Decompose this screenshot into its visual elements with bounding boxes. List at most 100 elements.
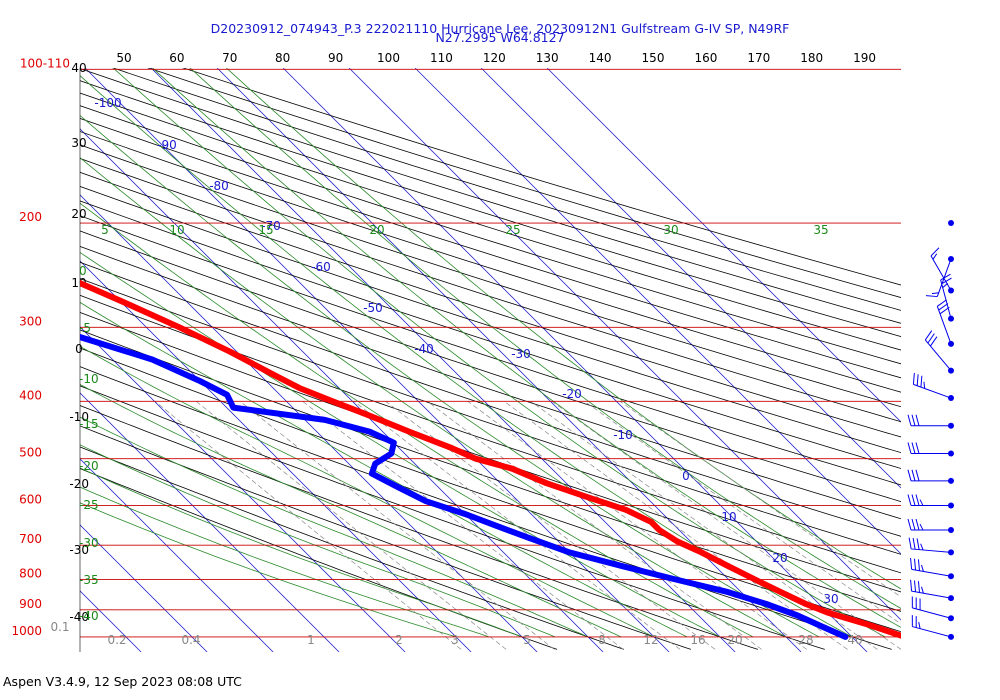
- wind-barb-flag: [916, 374, 919, 386]
- top-temp-tick: 170: [747, 51, 770, 65]
- isotherm-line: [414, 68, 901, 555]
- chart-title: D20230912_074943_P.3 222021110 Hurricane…: [211, 21, 790, 36]
- mixing-ratio-label: 16: [690, 633, 705, 647]
- dry-adiabat-line: [80, 405, 759, 650]
- top-temp-tick: 120: [483, 51, 506, 65]
- moist-adiabat-line: [80, 444, 556, 638]
- moist-adiabat-line: [151, 68, 901, 628]
- mixing-ratio-label: 0.2: [107, 633, 126, 647]
- top-temp-tick: 140: [589, 51, 612, 65]
- isotherm-line: [80, 128, 604, 652]
- wind-barb: [911, 615, 954, 640]
- isotherm-line: [80, 524, 208, 652]
- wind-barb-flag: [911, 414, 916, 426]
- wind-barb-flag: [912, 537, 916, 550]
- wind-barb-flag: [915, 494, 920, 506]
- mixing-ratio-label: 1: [307, 633, 315, 647]
- dry-adiabat-line: [80, 158, 901, 423]
- top-temp-tick: 100: [377, 51, 400, 65]
- dry-adiabat-line: [80, 446, 625, 650]
- isotherm-label: -40: [414, 342, 434, 356]
- wind-barb: [907, 494, 954, 509]
- dry-adiabat-line: [80, 245, 901, 520]
- moist-adiabat-left-label: -5: [79, 321, 91, 335]
- wind-barb-flag: [927, 333, 935, 344]
- moist-adiabat-left-label: -10: [79, 372, 99, 386]
- left-axis-tick: 0: [75, 342, 83, 356]
- mixing-ratio-label: 8: [598, 633, 606, 647]
- left-axis-tick: 30: [71, 136, 86, 150]
- mixing-ratio-label: 2: [395, 633, 403, 647]
- wind-barb-flag: [916, 538, 920, 550]
- moist-adiabat-line: [80, 383, 622, 638]
- left-axis-tick: -40: [69, 610, 89, 624]
- dry-adiabat-line: [80, 230, 901, 503]
- dry-adiabat-line: [80, 347, 901, 633]
- pressure-label: 700: [19, 532, 42, 546]
- isotherm-label: 30: [823, 592, 838, 606]
- moist-adiabat-line: [189, 68, 901, 609]
- left-axis-tick: -20: [69, 477, 89, 491]
- mixing-ratio-label: 40: [847, 633, 862, 647]
- isotherm-line: [480, 68, 901, 489]
- wind-barb: [907, 469, 954, 484]
- dry-adiabat-line: [112, 68, 901, 311]
- wind-barb-flag: [921, 586, 924, 594]
- wind-barb-flag: [924, 330, 933, 341]
- mixing-ratio-label: 0.4: [181, 633, 200, 647]
- wind-barb-flag: [930, 247, 940, 257]
- temperature-trace: [80, 279, 901, 639]
- mixing-ratio-line: [584, 401, 901, 625]
- wind-barb-flag: [918, 621, 921, 629]
- top-temp-tick: 160: [694, 51, 717, 65]
- wind-barb-staff: [911, 548, 952, 553]
- isotherm-line: [84, 68, 670, 652]
- wind-barb-flag: [915, 469, 920, 481]
- mixing-ratio-label: 0.1: [50, 620, 69, 634]
- isotherm-label: 10: [721, 510, 736, 524]
- wind-barb-flag: [942, 282, 949, 289]
- wind-barb-flag: [931, 292, 939, 295]
- isotherm-label: -70: [261, 219, 281, 233]
- pressure-label: 900: [19, 597, 42, 611]
- dry-adiabat-line: [80, 144, 901, 408]
- mixing-ratio-label: 20: [727, 633, 742, 647]
- pressure-label: 100-110: [20, 56, 70, 70]
- wind-barb: [940, 273, 954, 322]
- wind-barb-flag: [917, 559, 920, 571]
- dry-adiabat-line: [80, 278, 901, 555]
- dry-adiabat-line: [80, 92, 901, 351]
- isotherm-label: -20: [562, 387, 582, 401]
- dry-adiabat-line: [80, 312, 901, 593]
- mixing-ratio-line: [619, 401, 901, 598]
- mixing-ratio-line: [353, 401, 681, 650]
- left-axis-tick: 40: [71, 61, 86, 75]
- wind-barb-flag: [907, 442, 912, 454]
- isotherm-label: -100: [94, 96, 121, 110]
- wind-barb-flag: [932, 253, 938, 260]
- top-temp-tick: 150: [642, 51, 665, 65]
- dry-adiabat-line: [80, 118, 901, 379]
- isotherm-line: [80, 392, 340, 652]
- wind-barb-flag: [921, 564, 924, 572]
- moist-adiabat-left-label: -15: [79, 417, 99, 431]
- wind-barb-flag: [907, 518, 912, 531]
- dry-adiabat-line: [80, 329, 901, 612]
- left-axis-tick: 20: [71, 207, 86, 221]
- wind-barb: [912, 372, 954, 402]
- isotherm-line: [80, 326, 406, 652]
- mixing-ratio-label: 5: [523, 633, 531, 647]
- wind-barb-flag: [920, 543, 924, 551]
- mixing-ratio-line: [467, 401, 808, 650]
- wind-barb: [911, 596, 954, 622]
- moist-adiabat-label: 5: [101, 223, 109, 237]
- left-axis-tick: -10: [69, 410, 89, 424]
- isotherm-label: -10: [613, 428, 633, 442]
- mixing-ratio-line: [530, 401, 878, 650]
- isotherm-line: [0, 68, 9, 652]
- wind-barb-flag: [937, 299, 947, 307]
- top-temp-tick: 130: [536, 51, 559, 65]
- wind-barb-flag: [941, 277, 952, 285]
- isotherm-line: [80, 458, 274, 652]
- wind-barb-station: [948, 220, 954, 227]
